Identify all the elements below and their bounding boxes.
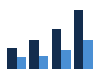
Bar — [61, 50, 70, 69]
Bar — [16, 57, 26, 69]
Bar — [74, 10, 83, 69]
Bar — [39, 56, 48, 69]
Bar — [84, 40, 93, 69]
Bar — [7, 48, 16, 69]
Bar — [52, 29, 61, 69]
Bar — [30, 40, 39, 69]
